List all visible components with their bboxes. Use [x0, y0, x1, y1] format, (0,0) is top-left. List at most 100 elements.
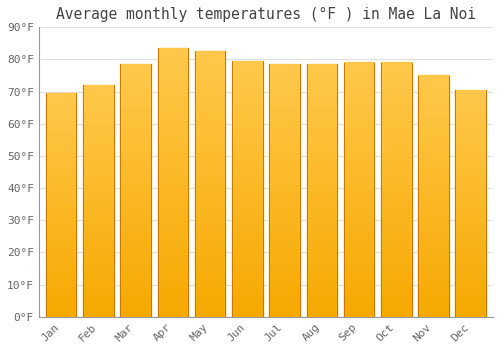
- Bar: [232, 99, 262, 106]
- Bar: [381, 285, 412, 292]
- Bar: [270, 304, 300, 310]
- Bar: [418, 280, 448, 287]
- Bar: [456, 271, 486, 277]
- Bar: [83, 143, 114, 149]
- Bar: [456, 248, 486, 254]
- Bar: [120, 77, 151, 83]
- Bar: [270, 253, 300, 260]
- Bar: [456, 237, 486, 243]
- Bar: [306, 96, 337, 102]
- Bar: [344, 259, 374, 266]
- Bar: [83, 230, 114, 236]
- Bar: [344, 113, 374, 120]
- Bar: [158, 263, 188, 270]
- Bar: [158, 229, 188, 236]
- Bar: [418, 81, 448, 88]
- Bar: [46, 288, 76, 294]
- Bar: [270, 285, 300, 292]
- Bar: [456, 163, 486, 169]
- Bar: [418, 87, 448, 94]
- Bar: [381, 266, 412, 272]
- Bar: [381, 75, 412, 82]
- Bar: [344, 63, 374, 317]
- Bar: [158, 95, 188, 102]
- Bar: [46, 199, 76, 205]
- Bar: [456, 311, 486, 317]
- Bar: [418, 75, 448, 82]
- Bar: [46, 121, 76, 127]
- Bar: [344, 75, 374, 82]
- Bar: [306, 114, 337, 121]
- Bar: [232, 240, 262, 246]
- Bar: [344, 266, 374, 272]
- Bar: [381, 196, 412, 202]
- Bar: [158, 155, 188, 162]
- Bar: [232, 131, 262, 138]
- Bar: [232, 265, 262, 272]
- Bar: [158, 223, 188, 230]
- Bar: [418, 238, 448, 244]
- Bar: [270, 114, 300, 121]
- Bar: [46, 98, 76, 104]
- Bar: [46, 300, 76, 306]
- Bar: [306, 108, 337, 115]
- Bar: [158, 82, 188, 89]
- Bar: [306, 64, 337, 71]
- Bar: [46, 244, 76, 250]
- Bar: [46, 216, 76, 222]
- Bar: [270, 228, 300, 235]
- Bar: [232, 86, 262, 93]
- Bar: [456, 192, 486, 198]
- Bar: [418, 244, 448, 251]
- Bar: [456, 180, 486, 187]
- Bar: [232, 259, 262, 266]
- Bar: [158, 243, 188, 250]
- Bar: [83, 276, 114, 282]
- Bar: [306, 247, 337, 254]
- Bar: [306, 184, 337, 190]
- Bar: [306, 253, 337, 260]
- Bar: [120, 247, 151, 254]
- Bar: [270, 260, 300, 266]
- Bar: [381, 158, 412, 164]
- Bar: [120, 298, 151, 304]
- Bar: [418, 304, 448, 311]
- Bar: [270, 298, 300, 304]
- Bar: [232, 138, 262, 144]
- Bar: [344, 196, 374, 202]
- Bar: [456, 146, 486, 152]
- Bar: [306, 291, 337, 298]
- Bar: [232, 67, 262, 74]
- Bar: [83, 218, 114, 224]
- Bar: [456, 243, 486, 249]
- Bar: [120, 228, 151, 235]
- Bar: [381, 189, 412, 196]
- Bar: [46, 160, 76, 166]
- Bar: [306, 159, 337, 165]
- Bar: [158, 296, 188, 303]
- Bar: [232, 189, 262, 195]
- Bar: [456, 101, 486, 107]
- Bar: [270, 310, 300, 317]
- Bar: [456, 254, 486, 260]
- Bar: [120, 108, 151, 115]
- Bar: [195, 157, 226, 164]
- Bar: [306, 70, 337, 77]
- Bar: [381, 221, 412, 228]
- Bar: [306, 241, 337, 247]
- Bar: [158, 142, 188, 149]
- Bar: [381, 139, 412, 145]
- Bar: [456, 294, 486, 300]
- Bar: [158, 202, 188, 209]
- Bar: [418, 214, 448, 220]
- Bar: [83, 253, 114, 259]
- Bar: [195, 118, 226, 124]
- Bar: [232, 220, 262, 227]
- Bar: [270, 70, 300, 77]
- Bar: [381, 215, 412, 222]
- Bar: [232, 208, 262, 215]
- Bar: [306, 260, 337, 266]
- Bar: [158, 310, 188, 317]
- Bar: [195, 98, 226, 105]
- Bar: [83, 259, 114, 265]
